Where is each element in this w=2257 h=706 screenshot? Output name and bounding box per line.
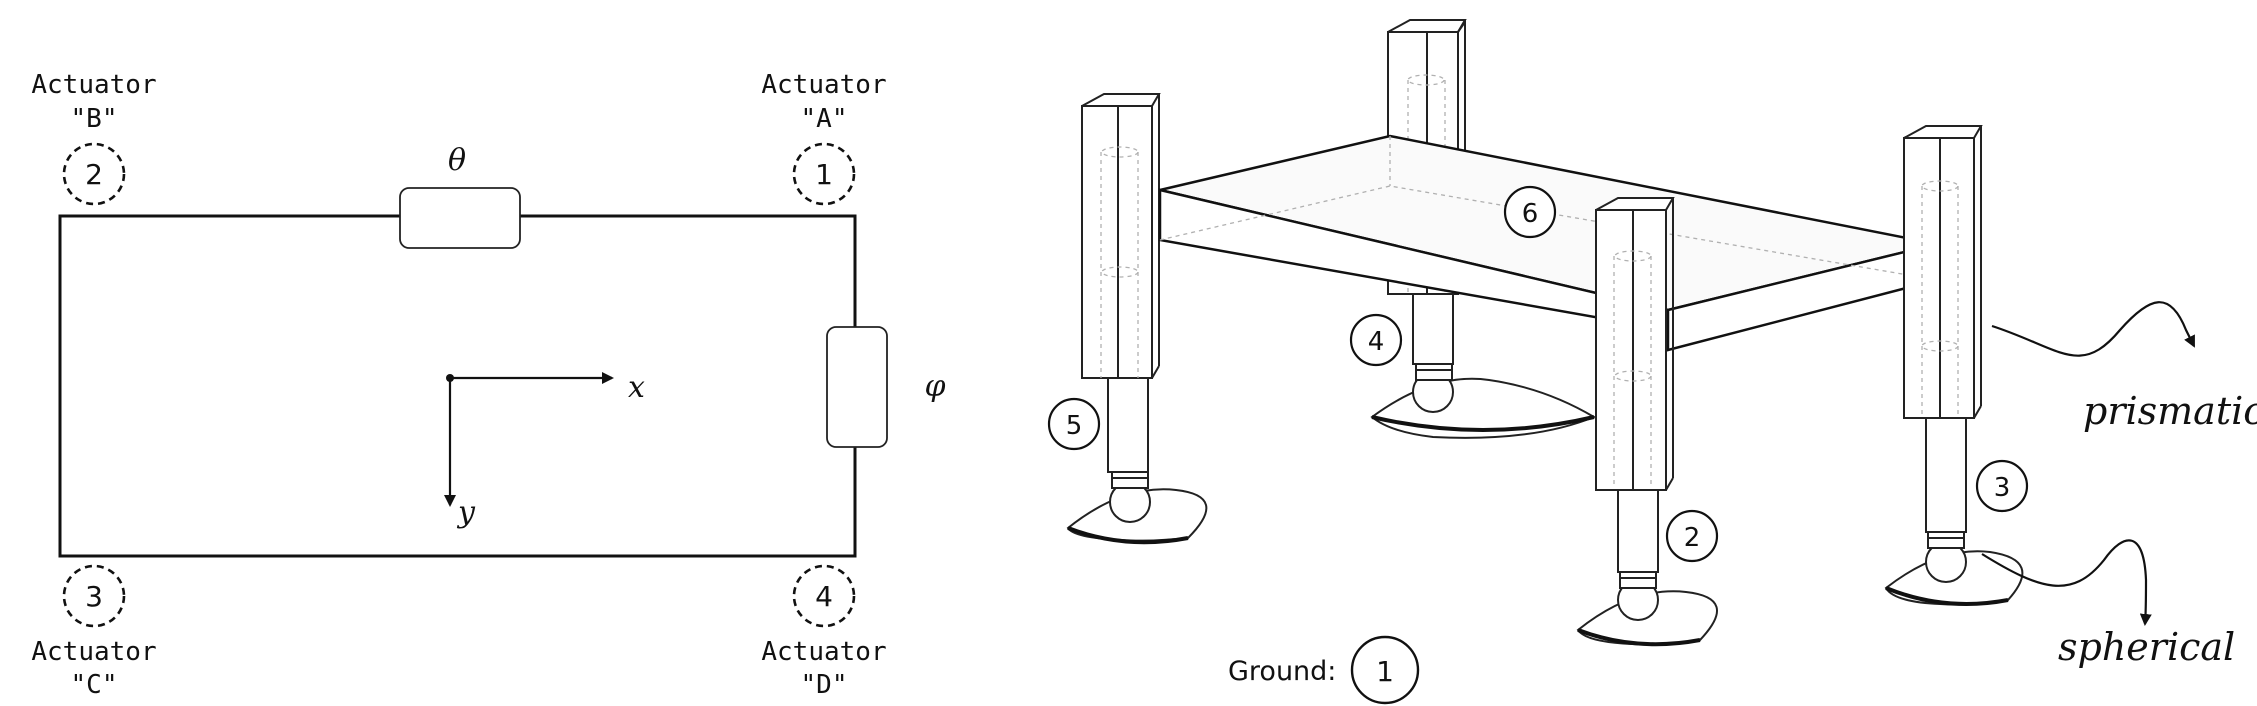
phi-label: φ xyxy=(924,369,945,404)
actuator-a-number: 1 xyxy=(815,158,833,191)
actuator-c-marker xyxy=(62,564,126,628)
theta-box xyxy=(399,187,521,249)
platform xyxy=(1158,134,1939,352)
actuator-d-id: "D" xyxy=(801,670,848,700)
leg-back-collar xyxy=(1415,363,1453,381)
actuator-b-number: 2 xyxy=(85,158,103,191)
leg-left-collar xyxy=(1111,471,1149,489)
actuator-b: Actuator "B" 2 xyxy=(31,70,157,206)
actuator-a-title: Actuator xyxy=(761,70,886,100)
ground-bubble xyxy=(1350,635,1420,705)
actuator-a-marker xyxy=(792,142,856,206)
part-6-number: 6 xyxy=(1522,199,1539,229)
ground-number: 1 xyxy=(1376,655,1394,688)
y-axis-label: y xyxy=(456,495,476,530)
actuator-c-id: "C" xyxy=(71,670,118,700)
part-5-bubble: 5 xyxy=(1047,397,1101,451)
spherical-label: spherical xyxy=(2058,625,2235,669)
leg-back-column-top xyxy=(1387,19,1467,33)
actuator-b-title: Actuator xyxy=(31,70,156,100)
actuator-d-title: Actuator xyxy=(761,637,886,667)
actuator-c-title: Actuator xyxy=(31,637,156,667)
leg-right-foot-rim xyxy=(1885,586,2009,606)
actuator-d-number: 4 xyxy=(815,580,833,613)
leg-right xyxy=(1884,125,2024,606)
actuator-a: Actuator "A" 1 xyxy=(761,70,887,206)
actuator-a-id: "A" xyxy=(801,104,848,134)
phi-box xyxy=(826,326,888,448)
x-axis-label: x xyxy=(628,370,645,405)
leg-back-foot-rim xyxy=(1371,415,1595,432)
part-4-bubble: 4 xyxy=(1349,313,1403,367)
leg-right-column-top xyxy=(1903,125,1983,139)
actuator-c-number: 3 xyxy=(85,580,103,613)
platform-hidden-edges xyxy=(1159,136,1938,281)
leg-left-column-top xyxy=(1081,93,1161,107)
ground-legend: Ground: 1 xyxy=(1228,635,1420,705)
actuator-b-marker xyxy=(62,142,126,206)
ground-label: Ground: xyxy=(1228,656,1336,687)
prismatic-callout-arrow xyxy=(1991,301,2195,357)
part-6-bubble: 6 xyxy=(1503,185,1557,239)
part-5-number: 5 xyxy=(1066,411,1083,441)
leg-left xyxy=(1066,93,1208,545)
part-3-bubble: 3 xyxy=(1975,459,2029,513)
leg-back-rod xyxy=(1412,291,1454,365)
actuator-d: 4 Actuator "D" xyxy=(761,564,887,700)
iso-view: 6 4 5 2 3 Ground: 1 prismatic spherical xyxy=(1047,19,2257,705)
leg-front-collar xyxy=(1619,571,1657,589)
theta-label: θ xyxy=(448,143,466,178)
part-2-bubble: 2 xyxy=(1665,509,1719,563)
part-4-number: 4 xyxy=(1368,327,1385,357)
leg-front xyxy=(1576,197,1718,647)
leg-left-foot-rim xyxy=(1067,526,1189,545)
actuator-c: 3 Actuator "C" xyxy=(31,564,157,700)
leg-left-rod xyxy=(1107,377,1149,473)
part-3-number: 3 xyxy=(1994,473,2011,503)
leg-right-rod xyxy=(1925,417,1967,533)
plan-view: θ φ x y Actuator "B" 2 Actuator "A" 1 3 … xyxy=(31,70,945,700)
leg-front-rod xyxy=(1617,489,1659,573)
actuator-b-id: "B" xyxy=(71,104,118,134)
leg-front-column xyxy=(1595,209,1667,491)
prismatic-label: prismatic xyxy=(2083,389,2257,433)
spherical-callout-arrow xyxy=(1981,539,2152,626)
part-2-number: 2 xyxy=(1684,523,1701,553)
leg-right-collar xyxy=(1927,531,1965,549)
actuator-d-marker xyxy=(792,564,856,628)
leg-front-foot-rim xyxy=(1577,628,1701,647)
